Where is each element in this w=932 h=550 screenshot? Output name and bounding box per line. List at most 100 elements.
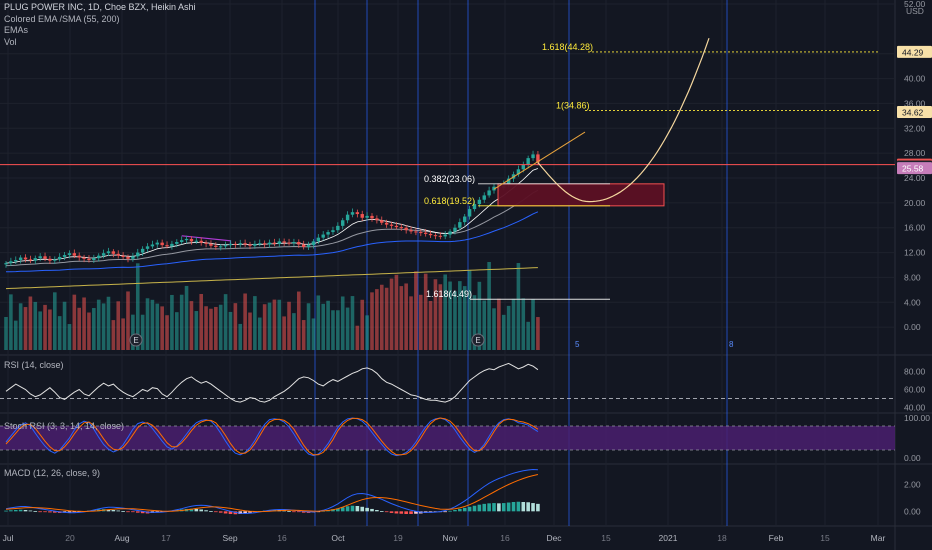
volume-bar: [184, 285, 189, 350]
candle-body: [297, 242, 301, 245]
time-axis-tick: 16: [500, 533, 510, 543]
volume-bar: [126, 291, 130, 350]
candle-body: [277, 241, 281, 244]
candle-body: [301, 244, 306, 247]
volume-bar: [170, 294, 174, 350]
macd-histogram-bar: [72, 511, 77, 513]
volume-bar: [399, 286, 404, 350]
candle-body: [482, 195, 486, 200]
earnings-marker: [129, 333, 143, 347]
macd-histogram-bar: [189, 508, 194, 512]
candle-body: [165, 245, 169, 247]
candle-body: [33, 258, 37, 261]
volume-bar: [316, 295, 321, 350]
sma-200-line: [5, 267, 538, 290]
macd-histogram-bar: [506, 502, 511, 512]
macd-histogram-bar: [536, 503, 540, 512]
macd-histogram-bar: [223, 511, 228, 514]
candle-body: [9, 261, 13, 264]
volume-bar: [384, 287, 389, 350]
macd-histogram-bar: [399, 511, 404, 514]
candle-body: [419, 232, 423, 234]
candle-body: [116, 253, 120, 256]
macd-axis-tick: 0.00: [904, 506, 921, 516]
volume-bar: [458, 281, 462, 350]
volume-bar: [106, 296, 111, 350]
candle-body: [57, 256, 62, 260]
candle-body: [140, 248, 145, 253]
volume-bar: [370, 292, 374, 350]
chart-legend: PLUG POWER INC, 1D, Choe BZX, Heikin Ash…: [4, 2, 196, 48]
candle-body: [194, 240, 199, 242]
volume-bar: [365, 315, 369, 350]
candle-body: [355, 212, 360, 215]
macd-histogram-bar: [228, 511, 233, 514]
candle-body: [531, 154, 535, 159]
macd-histogram-bar: [248, 511, 252, 513]
macd-histogram-bar: [116, 510, 121, 512]
macd-histogram-bar: [214, 511, 218, 513]
candle-body: [126, 256, 130, 259]
fib-level-label: 1.618(4.49): [426, 289, 472, 299]
macd-histogram-bar: [462, 507, 467, 512]
volume-bar: [194, 311, 199, 350]
macd-histogram-bar: [487, 503, 491, 512]
volume-bar: [204, 306, 208, 350]
macd-histogram-bar: [155, 511, 160, 513]
rsi-title: RSI (14, close): [4, 360, 64, 370]
price-axis-tick: 24.00: [904, 173, 926, 183]
volume-bar: [87, 312, 91, 350]
candle-body: [375, 218, 379, 221]
volume-bar: [472, 295, 477, 350]
volume-bar: [506, 305, 511, 350]
legend-item-vol[interactable]: Vol: [4, 36, 17, 47]
candle-body: [28, 259, 33, 261]
rsi-axis-tick: 80.00: [904, 367, 926, 377]
macd-histogram-bar: [131, 511, 135, 513]
rsi-line: [5, 362, 539, 403]
candle-body: [506, 178, 511, 185]
volume-bar: [443, 274, 447, 350]
candle-body: [321, 234, 325, 238]
legend-item-emas[interactable]: EMAs: [4, 25, 29, 35]
macd-histogram-bar: [336, 508, 340, 512]
candle-body: [43, 256, 47, 259]
volume-bar: [277, 299, 282, 350]
volume-bar: [199, 293, 203, 350]
candle-body: [350, 212, 355, 215]
volume-bar: [389, 278, 394, 350]
price-axis-tick: 12.00: [904, 248, 926, 258]
macd-histogram-bar: [355, 506, 360, 512]
macd-histogram-bar: [379, 511, 384, 512]
volume-bar: [511, 298, 516, 350]
candle-body: [306, 245, 311, 247]
candle-body: [453, 227, 457, 232]
candle-body: [492, 186, 496, 191]
volume-bar: [140, 314, 145, 350]
macd-histogram-bar: [443, 511, 447, 513]
candle-body: [443, 234, 447, 237]
candle-body: [82, 257, 86, 259]
candle-body: [331, 230, 335, 233]
candle-body: [175, 242, 179, 244]
volume-bar: [111, 320, 116, 350]
volume-bar: [375, 289, 379, 350]
price-axis-tick: 52.00: [904, 0, 926, 9]
target-zone-box: [497, 183, 665, 207]
candle-body: [150, 244, 155, 247]
macd-histogram-bar: [297, 511, 301, 513]
volume-bar: [38, 311, 42, 350]
volume-bar: [345, 307, 350, 350]
volume-bar: [379, 284, 384, 350]
price-axis-tick: 36.00: [904, 98, 926, 108]
candle-body: [433, 235, 438, 237]
macd-histogram-bar: [472, 505, 477, 512]
legend-item-colored-ema[interactable]: Colored EMA /SMA (55, 200): [4, 13, 120, 24]
macd-histogram-bar: [67, 511, 72, 513]
stoch-title: Stoch RSI (3, 3, 14, 14, close): [4, 421, 124, 431]
macd-histogram-bar: [43, 511, 47, 513]
candle-body: [62, 255, 67, 257]
volume-bar: [428, 300, 433, 350]
time-axis-tick: Aug: [114, 533, 129, 543]
